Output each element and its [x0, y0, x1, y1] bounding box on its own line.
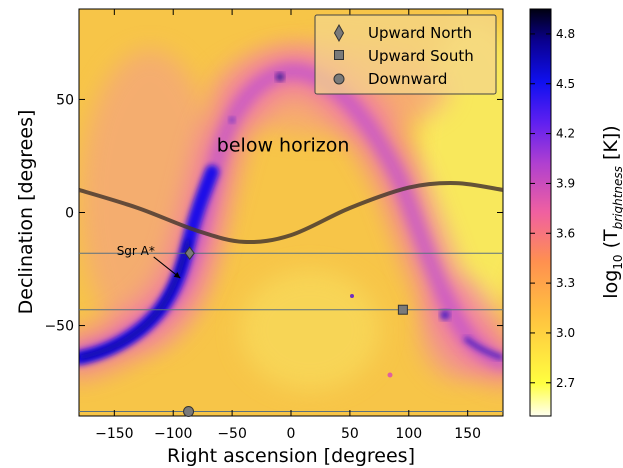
upward-north-legend-marker	[333, 23, 345, 43]
downward-marker	[183, 405, 195, 417]
x-tick-label: 50	[341, 426, 359, 442]
x-tick-label: 100	[395, 426, 422, 442]
legend: Upward North Upward South Downward	[314, 14, 497, 95]
x-axis-ticks: −150 −100 −50 0 50 100 150	[95, 9, 481, 442]
colorbar-tick-label: 2.7	[556, 376, 575, 390]
x-tick-label: −50	[217, 426, 247, 442]
y-tick-label: 0	[65, 206, 74, 222]
colorbar-tick-label: 4.5	[556, 77, 575, 91]
sgr-a-star-label: Sgr A*	[117, 244, 155, 258]
x-axis-label: Right ascension [degrees]	[167, 445, 415, 467]
x-tick-label: −150	[95, 426, 133, 442]
colorbar-gradient	[529, 8, 552, 417]
y-axis-ticks: −50 0 50	[44, 92, 503, 335]
colorbar-label: log10 (Tbrightness [K])	[600, 125, 623, 298]
legend-box	[314, 14, 497, 95]
colorbar-tick-label: 4.2	[556, 127, 575, 141]
detector-markers	[183, 246, 408, 417]
x-tick-label: −100	[154, 426, 192, 442]
upward-south-marker	[397, 304, 408, 315]
legend-label-downward: Downward	[368, 70, 447, 88]
x-tick-label: 150	[454, 426, 481, 442]
legend-label-upward-south: Upward South	[368, 47, 474, 65]
colorbar-tick-label: 3.0	[556, 326, 575, 340]
sgr-a-star-arrowhead	[173, 271, 181, 279]
colorbar-tick-label: 3.3	[556, 276, 575, 290]
colorbar: 2.7 3.0 3.3 3.6 3.9 4.2 4.5 4.8 log10 (Tbrightn…	[529, 8, 623, 417]
y-tick-label: 50	[56, 92, 74, 108]
horizon-curve	[79, 181, 503, 245]
colorbar-ticks: 2.7 3.0 3.3 3.6 3.9 4.2 4.5 4.8	[530, 27, 575, 390]
x-tick-label: 0	[287, 426, 296, 442]
upward-north-marker	[184, 246, 195, 261]
y-tick-label: −50	[44, 319, 74, 335]
downward-legend-marker	[333, 73, 345, 85]
upward-south-legend-marker	[334, 50, 344, 60]
legend-label-upward-north: Upward North	[368, 24, 472, 42]
colorbar-tick-label: 3.9	[556, 176, 575, 190]
colorbar-tick-label: 4.8	[556, 27, 575, 41]
y-axis-label: Declination [degrees]	[15, 110, 37, 315]
below-horizon-annotation: below horizon	[217, 135, 350, 157]
colorbar-tick-label: 3.6	[556, 226, 575, 240]
